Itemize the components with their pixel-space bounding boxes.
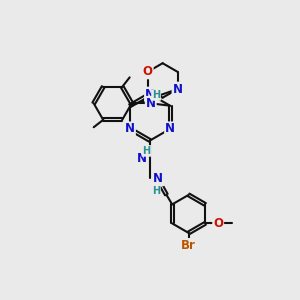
Text: H: H xyxy=(152,90,160,100)
Text: H: H xyxy=(152,186,160,196)
Text: N: N xyxy=(125,122,135,135)
Text: O: O xyxy=(143,65,153,78)
Text: N: N xyxy=(145,88,155,100)
Text: N: N xyxy=(146,97,156,110)
Text: N: N xyxy=(165,122,175,135)
Text: N: N xyxy=(137,152,147,165)
Text: N: N xyxy=(172,82,182,96)
Text: O: O xyxy=(213,217,223,230)
Text: H: H xyxy=(142,146,151,156)
Text: N: N xyxy=(153,172,163,185)
Text: Br: Br xyxy=(181,239,196,252)
